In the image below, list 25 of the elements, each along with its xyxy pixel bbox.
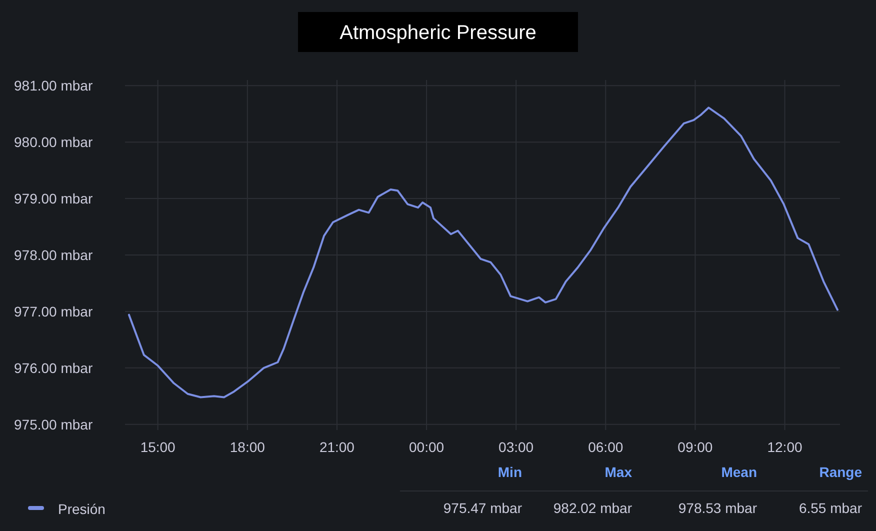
x-tick-label: 00:00 [409,439,444,455]
y-tick-label: 981.00 mbar [14,78,93,94]
text: Min [498,464,522,480]
y-tick-label: 977.00 mbar [14,303,93,320]
text: Range [819,464,862,480]
y-tick-label: 979.00 mbar [14,190,93,207]
x-tick-label: 15:00 [140,439,176,455]
y-tick-label: 978.00 mbar [14,247,93,263]
x-tick-label: 06:00 [588,439,624,455]
legend-label: Presión [58,501,106,517]
text: 6.55 mbar [798,500,862,516]
x-tick-label: 21:00 [319,439,355,455]
y-tick-label: 980.00 mbar [14,134,93,150]
y-tick-label: 976.00 mbar [14,360,93,376]
x-tick-label: 18:00 [230,439,266,455]
text: Mean [721,464,757,480]
text: Max [604,464,632,480]
x-tick-label: 12:00 [767,439,802,455]
text: 982.02 mbar [553,500,632,516]
x-tick-label: 09:00 [678,439,713,455]
text: 978.53 mbar [678,500,758,516]
x-tick-label: 03:00 [498,439,534,455]
text: 975.47 mbar [443,500,522,516]
chart-title: Atmospheric Pressure [340,22,536,44]
y-tick-label: 975.00 mbar [14,416,93,432]
